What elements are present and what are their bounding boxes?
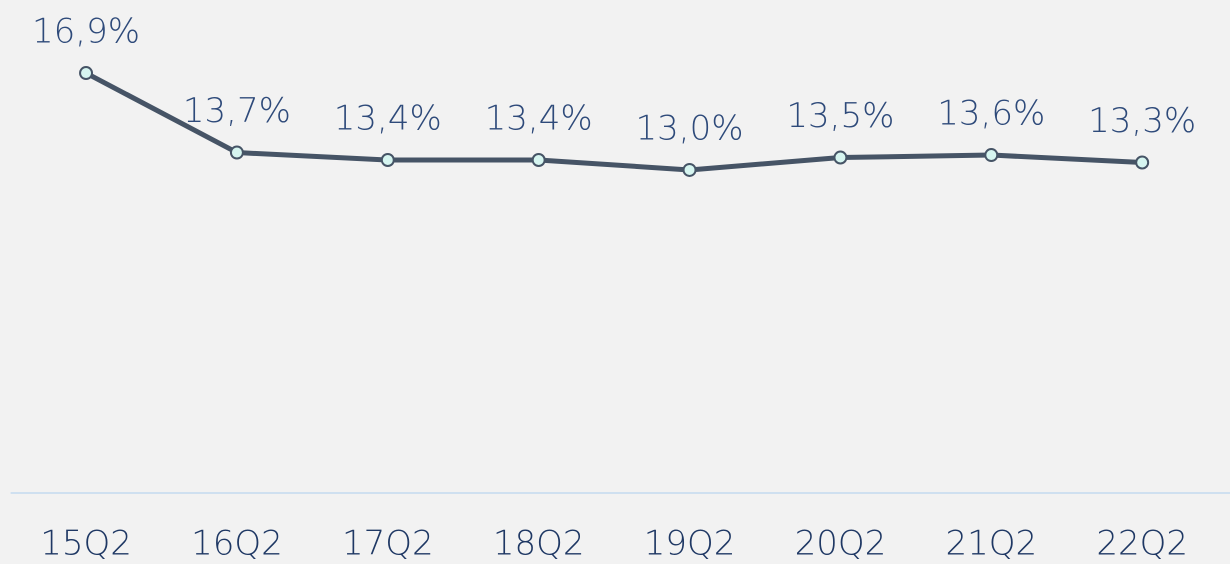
x-tick-label: 16Q2 <box>191 524 283 564</box>
marker <box>1135 155 1150 170</box>
data-label: 13,5% <box>786 96 894 136</box>
marker <box>682 162 697 177</box>
data-label: 13,0% <box>636 108 744 148</box>
x-tick-label: 17Q2 <box>342 524 434 564</box>
x-tick-label: 20Q2 <box>795 524 887 564</box>
data-label: 13,4% <box>485 99 593 139</box>
marker <box>229 145 244 160</box>
x-tick-label: 15Q2 <box>40 524 132 564</box>
x-tick-label: 22Q2 <box>1096 524 1188 564</box>
x-tick-label: 21Q2 <box>945 524 1037 564</box>
marker <box>984 148 999 163</box>
data-label: 13,4% <box>334 99 442 139</box>
line <box>84 70 1143 173</box>
marker <box>531 153 546 168</box>
x-tick-label: 18Q2 <box>493 524 585 564</box>
marker <box>380 153 395 168</box>
data-label: 13,3% <box>1088 101 1196 141</box>
x-tick-label: 19Q2 <box>644 524 736 564</box>
data-label: 16,9% <box>32 12 140 52</box>
marker <box>833 150 848 165</box>
marker <box>79 66 94 81</box>
data-label: 13,7% <box>183 91 291 131</box>
data-label: 13,6% <box>937 94 1045 134</box>
